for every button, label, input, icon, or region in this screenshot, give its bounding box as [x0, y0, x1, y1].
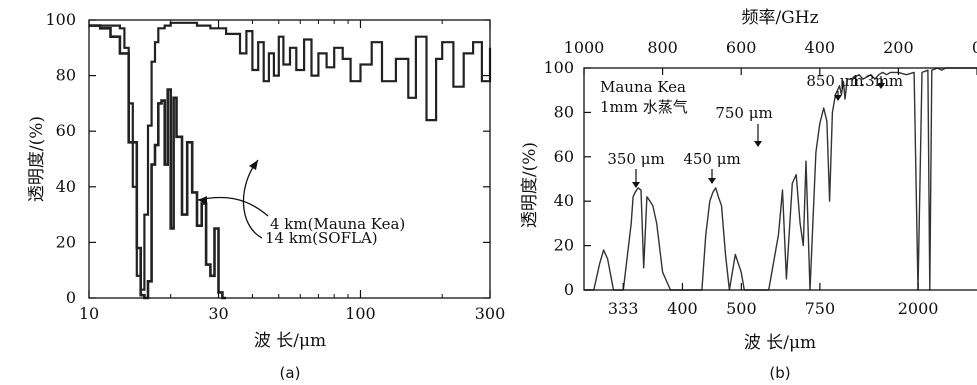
- chart-b-annotation-arrowhead-0: [632, 182, 640, 188]
- chart-a-xtick-label: 100: [345, 304, 376, 323]
- chart-a-ytick-label: 0: [66, 288, 76, 307]
- chart-a-xtick-label: 300: [475, 304, 506, 323]
- chart-a-annotation-mauna-kea: 4 km(Mauna Kea): [270, 215, 405, 233]
- chart-a-xtick-label: 10: [79, 304, 99, 323]
- chart-b-xtick-label: 400: [667, 299, 698, 318]
- chart-a-annotation-mauna-kea-arrow: [197, 196, 269, 217]
- chart-b-annotation-arrowhead-4: [877, 83, 885, 89]
- chart-b-ytick-label: 40: [554, 191, 574, 210]
- chart-b-annotation-4: 1.3mm: [851, 72, 903, 90]
- chart-b-annotation-0: 350 μm: [607, 150, 664, 168]
- chart-b-xtick-label: 333: [608, 299, 639, 318]
- chart-b-top-xtick-label: 200: [883, 38, 914, 57]
- chart-a-annotation-sofla-arrowhead: [249, 160, 258, 170]
- chart-b-annotation-1: 450 μm: [683, 150, 740, 168]
- chart-b-annotation-3: 850 μm: [806, 72, 863, 90]
- chart-b: 0204060801001000800600400200033340050075…: [520, 8, 977, 382]
- chart-b-top-xtick-label: 800: [647, 38, 678, 57]
- chart-a-ytick-label: 40: [56, 177, 76, 196]
- chart-b-top-xtick-label: 400: [805, 38, 836, 57]
- chart-b-ytick-label: 100: [543, 58, 574, 77]
- chart-b-xtick-label: 2000: [898, 299, 939, 318]
- chart-b-top-xtick-label: 0: [972, 38, 977, 57]
- chart-a-ytick-label: 100: [45, 10, 76, 29]
- chart-a-ylabel: 透明度/(%): [27, 116, 47, 202]
- chart-a-ytick-label: 20: [56, 232, 76, 251]
- chart-a-annotation-mauna-kea-arrowhead: [198, 196, 207, 205]
- chart-b-ytick-label: 20: [554, 236, 574, 255]
- chart-b-top-xlabel: 频率/GHz: [741, 8, 818, 28]
- chart-b-annotation-arrowhead-1: [708, 178, 716, 184]
- chart-a-caption: (a): [280, 364, 301, 382]
- chart-b-top-xtick-label: 1000: [564, 38, 605, 57]
- chart-b-top-xtick-label: 600: [726, 38, 757, 57]
- chart-a-series-sofla: [89, 21, 492, 291]
- chart-a-annotation-sofla-arrow: [242, 159, 263, 239]
- chart-b-annotation-arrowhead-2: [754, 141, 762, 147]
- chart-b-ytick-label: 80: [554, 102, 574, 121]
- chart-b-site-label: Mauna Kea: [600, 78, 686, 96]
- chart-b-annotation-arrowhead-3: [834, 95, 842, 101]
- chart-a-annotation-sofla: 14 km(SOFLA): [265, 229, 378, 247]
- chart-a: 0 20 40 60 80 100 10 30 100 300 波 长/μm 透明度/(%) (a) 14…: [27, 10, 505, 382]
- chart-b-xtick-label: 750: [805, 299, 836, 318]
- chart-a-xlabel: 波 长/μm: [254, 331, 326, 351]
- chart-b-xlabel: 波 长/μm: [744, 333, 816, 353]
- chart-b-water-vapor-label: 1mm 水蒸气: [600, 98, 688, 116]
- chart-b-caption: (b): [769, 364, 790, 382]
- chart-b-ytick-label: 60: [554, 147, 574, 166]
- chart-a-series-mauna-kea: [89, 24, 227, 300]
- chart-a-frame: [88, 19, 491, 299]
- chart-b-annotation-2: 750 μm: [715, 104, 772, 122]
- chart-a-xtick-label: 30: [208, 304, 228, 323]
- chart-a-ytick-label: 80: [56, 66, 76, 85]
- chart-b-ytick-label: 0: [564, 280, 574, 299]
- chart-b-ylabel: 透明度/(%): [520, 142, 540, 228]
- chart-b-frame: [583, 67, 977, 291]
- chart-a-ytick-label: 60: [56, 121, 76, 140]
- chart-b-xtick-label: 500: [726, 299, 757, 318]
